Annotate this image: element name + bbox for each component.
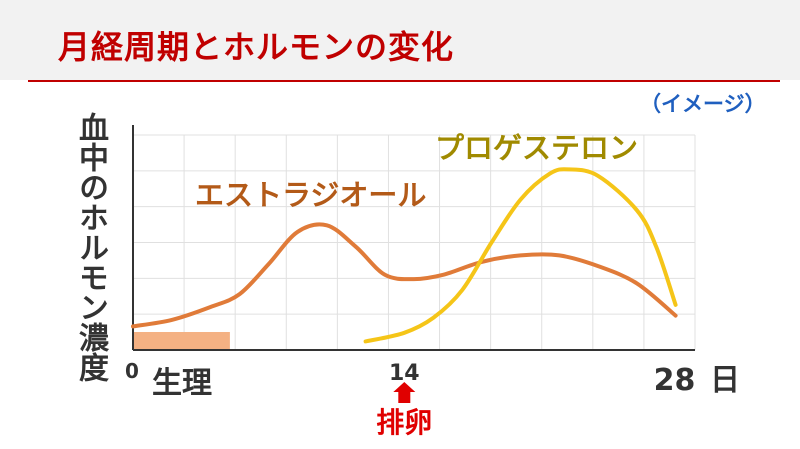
x-tick-label: 0 bbox=[125, 359, 139, 383]
ovulation-arrow-icon bbox=[393, 382, 416, 403]
ovulation-label: 排卵 bbox=[376, 406, 432, 439]
x-tick-label: 14 bbox=[389, 361, 420, 386]
x-tick-labels: 0 14 28 bbox=[125, 359, 695, 398]
y-axis-label: 血中のホルモン濃度 bbox=[73, 112, 108, 382]
title-band bbox=[0, 0, 800, 80]
x-axis-unit-label: 日 bbox=[710, 363, 740, 398]
menstruation-label: 生理 bbox=[152, 366, 212, 401]
menstruation-bar bbox=[133, 332, 230, 350]
legend-label-estradiol: エストラジオール bbox=[195, 178, 426, 212]
page-title: 月経周期とホルモンの変化 bbox=[58, 28, 455, 66]
x-tick-label: 28 bbox=[654, 363, 696, 398]
legend-label-progesterone: プロゲステロン bbox=[435, 131, 638, 165]
title-underline bbox=[28, 80, 780, 82]
series-line-progesterone bbox=[363, 167, 678, 344]
series-line-estradiol bbox=[131, 222, 678, 329]
chart-grid bbox=[132, 134, 696, 351]
image-note: （イメージ） bbox=[640, 92, 766, 116]
